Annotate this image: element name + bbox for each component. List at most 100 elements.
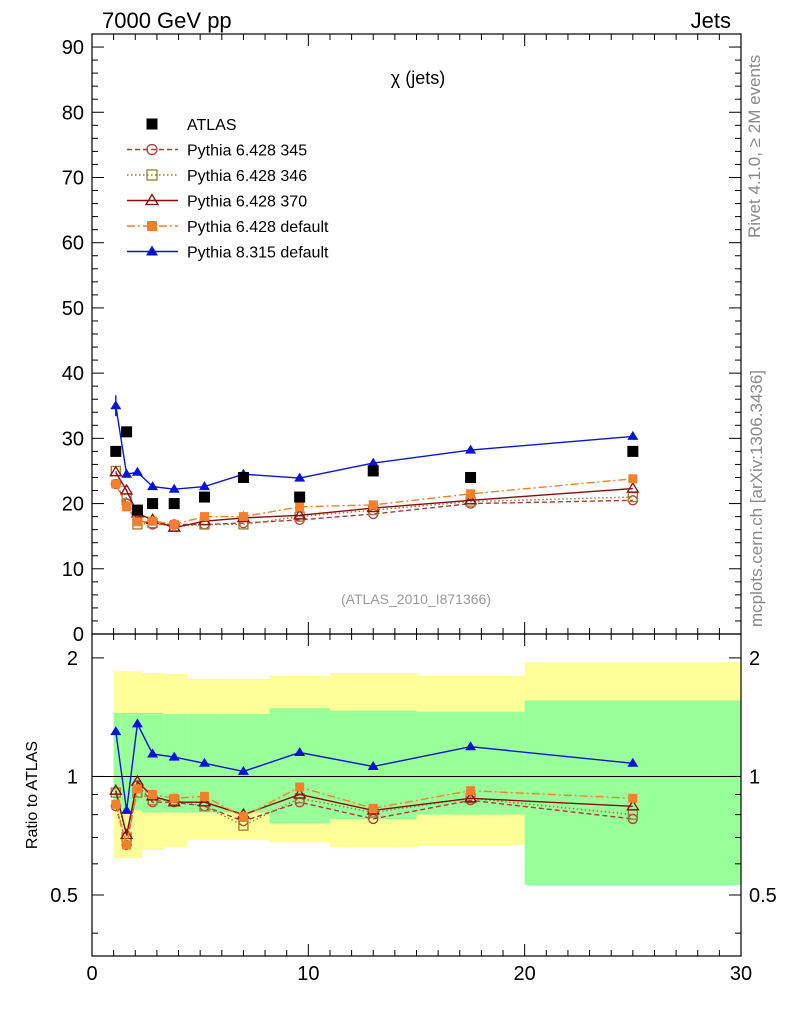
point-data bbox=[294, 491, 306, 503]
point-data bbox=[237, 471, 249, 483]
x-tick-label: 30 bbox=[730, 963, 752, 985]
ratio-tick-label-right: 1 bbox=[749, 766, 760, 788]
point-s370 bbox=[119, 483, 134, 495]
point-data bbox=[147, 498, 159, 510]
point-p6def bbox=[111, 479, 121, 489]
point-p8def bbox=[465, 444, 477, 454]
ratio-point-p8def bbox=[121, 804, 133, 814]
legend-label-data: ATLAS bbox=[187, 117, 237, 134]
point-p6def bbox=[132, 517, 142, 527]
point-s370 bbox=[293, 508, 307, 520]
legend-label-s345: Pythia 6.428 345 bbox=[187, 143, 307, 160]
ratio-point-p6def bbox=[628, 793, 638, 803]
ratio-point-p8def bbox=[465, 741, 477, 751]
point-p6def bbox=[368, 500, 378, 510]
ratio-point-p6def bbox=[368, 803, 378, 813]
point-p6def bbox=[628, 474, 638, 484]
rivet-version-label: Rivet 4.1.0, ≥ 2M events bbox=[745, 55, 764, 238]
point-s370 bbox=[626, 481, 640, 493]
y-tick-label: 30 bbox=[62, 428, 84, 450]
ratio-point-p8def bbox=[147, 748, 159, 758]
legend-marker-data bbox=[146, 118, 158, 130]
ratio-point-p6def bbox=[199, 791, 209, 801]
y-tick-label: 10 bbox=[62, 559, 84, 581]
y-tick-label: 50 bbox=[62, 298, 84, 320]
analysis-id-label: (ATLAS_2010_I871366) bbox=[341, 591, 491, 607]
point-p8def bbox=[121, 468, 133, 478]
header-observable-label: Jets bbox=[691, 8, 731, 33]
series-p8def bbox=[110, 395, 639, 493]
point-p8def bbox=[168, 483, 180, 493]
header-energy-label: 7000 GeV pp bbox=[102, 8, 232, 33]
legend-label-p8def: Pythia 8.315 default bbox=[187, 245, 329, 262]
legend: ATLAS Pythia 6.428 345 Pythia 6.428 346 Pyt… bbox=[127, 117, 329, 262]
point-p6def bbox=[238, 512, 248, 522]
y-tick-label: 20 bbox=[62, 494, 84, 516]
point-s370 bbox=[463, 493, 478, 505]
band-inner-bin bbox=[221, 714, 270, 813]
x-tick-label: 0 bbox=[86, 963, 97, 985]
point-p6def bbox=[199, 512, 209, 522]
ratio-tick-label-left: 2 bbox=[67, 648, 78, 670]
ratio-point-p6def bbox=[132, 784, 142, 794]
point-data bbox=[121, 426, 133, 438]
point-data bbox=[198, 491, 210, 503]
ratio-line-s370 bbox=[115, 780, 633, 836]
legend-item-s346: Pythia 6.428 346 bbox=[127, 168, 307, 185]
ratio-tick-label-right: 2 bbox=[749, 648, 760, 670]
band-inner-bin bbox=[120, 712, 132, 811]
band-inner-bin bbox=[113, 712, 121, 811]
y-tick-label: 60 bbox=[62, 233, 84, 255]
ratio-point-s370 bbox=[293, 787, 307, 799]
y-tick-label: 90 bbox=[62, 37, 84, 59]
ratio-point-p8def bbox=[627, 757, 639, 767]
legend-label-p6def: Pythia 6.428 default bbox=[187, 219, 329, 236]
point-p6def bbox=[122, 502, 132, 512]
point-data bbox=[131, 504, 143, 516]
legend-item-p6def: Pythia 6.428 default bbox=[127, 219, 329, 236]
y-tick-label: 80 bbox=[62, 102, 84, 124]
series-p6def bbox=[111, 474, 638, 529]
ratio-tick-label-left: 0.5 bbox=[50, 885, 78, 907]
band-inner-bin bbox=[269, 708, 331, 824]
legend-label-s370: Pythia 6.428 370 bbox=[187, 194, 307, 211]
ratio-point-p6def bbox=[148, 789, 158, 799]
mcplots-label: mcplots.cern.ch [arXiv:1306.3436] bbox=[747, 370, 766, 627]
point-s345 bbox=[627, 495, 638, 506]
point-s370 bbox=[109, 465, 123, 477]
legend-item-s345: Pythia 6.428 345 bbox=[127, 143, 307, 160]
ratio-series-p8def bbox=[110, 718, 639, 814]
ratio-point-p8def bbox=[294, 747, 306, 757]
point-data bbox=[168, 498, 180, 510]
ratio-tick-label-left: 1 bbox=[67, 766, 78, 788]
point-data bbox=[465, 471, 477, 483]
legend-item-data: ATLAS bbox=[146, 117, 237, 134]
legend-item-s370: Pythia 6.428 370 bbox=[127, 193, 307, 211]
point-p6def bbox=[148, 516, 158, 526]
legend-marker-p6def bbox=[147, 221, 157, 231]
x-tick-label: 10 bbox=[297, 963, 319, 985]
x-tick-label: 20 bbox=[514, 963, 536, 985]
point-p8def bbox=[294, 472, 306, 482]
point-p6def bbox=[466, 489, 476, 499]
point-data bbox=[110, 445, 122, 457]
point-p6def bbox=[295, 502, 305, 512]
ratio-point-s370 bbox=[109, 783, 123, 795]
legend-marker-s345 bbox=[146, 143, 158, 156]
point-p8def bbox=[131, 466, 143, 476]
y-tick-label: 40 bbox=[62, 363, 84, 385]
ratio-point-p6def bbox=[295, 782, 305, 792]
legend-marker-s346 bbox=[146, 169, 158, 181]
ratio-point-p8def bbox=[110, 726, 122, 736]
chart-title: χ (jets) bbox=[391, 68, 445, 88]
ratio-point-p8def bbox=[131, 718, 143, 728]
point-p8def bbox=[110, 400, 122, 410]
ratio-point-p6def bbox=[238, 812, 248, 822]
ratio-tick-label-right: 0.5 bbox=[749, 885, 777, 907]
ratio-point-p8def bbox=[198, 757, 210, 767]
ratio-panel: 0.5 0.5 1 1 2 2 Ratio to ATLAS bbox=[24, 633, 777, 957]
ratio-ylabel: Ratio to ATLAS bbox=[24, 741, 41, 849]
point-data bbox=[367, 465, 379, 477]
legend-item-p8def: Pythia 8.315 default bbox=[127, 245, 329, 262]
